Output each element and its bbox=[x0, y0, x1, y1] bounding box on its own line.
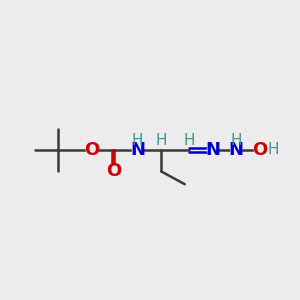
Text: H: H bbox=[183, 133, 195, 148]
Text: H: H bbox=[132, 133, 143, 148]
Circle shape bbox=[132, 145, 143, 155]
Text: N: N bbox=[205, 141, 220, 159]
Text: H: H bbox=[155, 133, 167, 148]
Text: O: O bbox=[84, 141, 99, 159]
Text: H: H bbox=[268, 142, 279, 158]
Text: O: O bbox=[252, 141, 267, 159]
Text: N: N bbox=[229, 141, 244, 159]
Text: O: O bbox=[106, 162, 122, 180]
Circle shape bbox=[207, 145, 218, 155]
Circle shape bbox=[86, 145, 97, 155]
Text: N: N bbox=[130, 141, 145, 159]
Circle shape bbox=[254, 145, 265, 155]
Circle shape bbox=[109, 166, 119, 177]
Text: H: H bbox=[230, 133, 242, 148]
Circle shape bbox=[231, 145, 242, 155]
